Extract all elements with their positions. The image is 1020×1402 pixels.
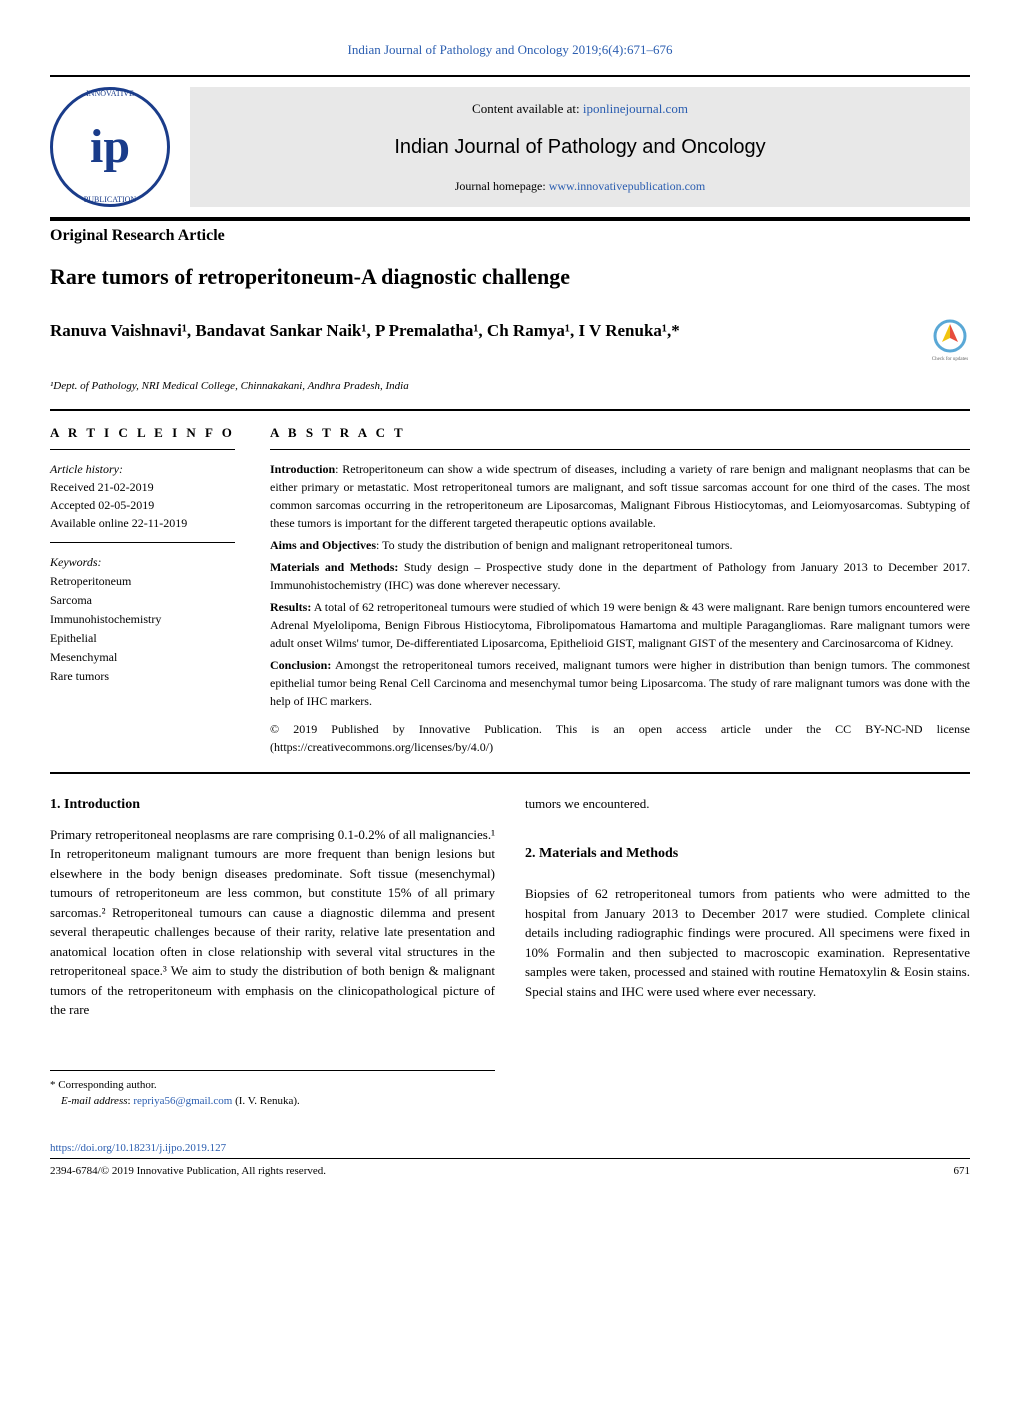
crossmark-badge[interactable]: Check for updates	[930, 318, 970, 368]
keyword: Immunohistochemistry	[50, 610, 235, 628]
journal-name: Indian Journal of Pathology and Oncology	[210, 132, 950, 162]
aims-text: : To study the distribution of benign an…	[376, 538, 733, 552]
abstract-heading: A B S T R A C T	[270, 423, 970, 450]
top-citation: Indian Journal of Pathology and Oncology…	[50, 40, 970, 60]
history-label: Article history:	[50, 460, 235, 478]
logo-letters: ip	[90, 111, 130, 183]
abstract-aims: Aims and Objectives: To study the distri…	[270, 536, 970, 554]
body-two-col: 1. Introduction Primary retroperitoneal …	[50, 794, 970, 1110]
article-title: Rare tumors of retroperitoneum-A diagnos…	[50, 260, 970, 293]
content-available-line: Content available at: iponlinejournal.co…	[210, 99, 950, 119]
abstract-intro: Introduction: Retroperitoneum can show a…	[270, 460, 970, 532]
doi-link[interactable]: https://doi.org/10.18231/j.ijpo.2019.127	[50, 1142, 226, 1154]
homepage-prefix: Journal homepage:	[455, 179, 549, 193]
footer-line: 2394-6784/© 2019 Innovative Publication,…	[50, 1163, 970, 1180]
corr-email-line: E-mail address: repriya56@gmail.com (I. …	[50, 1093, 495, 1110]
methods-label: Materials and Methods:	[270, 560, 398, 574]
keyword: Mesenchymal	[50, 648, 235, 666]
content-available-link[interactable]: iponlinejournal.com	[583, 101, 688, 116]
abstract-col: A B S T R A C T Introduction: Retroperit…	[250, 411, 970, 772]
page-number: 671	[954, 1163, 971, 1180]
publisher-logo: INNOVATIVE ip PUBLICATION	[50, 87, 170, 207]
rule-heavy	[50, 75, 970, 77]
email-label: E-mail address	[61, 1095, 128, 1107]
article-info-heading: A R T I C L E I N F O	[50, 423, 235, 450]
conclusion-text: Amongst the retroperitoneal tumors recei…	[270, 658, 970, 708]
article-history: Article history: Received 21-02-2019 Acc…	[50, 460, 235, 543]
crossmark-icon: Check for updates	[930, 318, 970, 368]
footer-rule	[50, 1158, 970, 1159]
section-2-heading: 2. Materials and Methods	[525, 843, 970, 864]
keyword: Rare tumors	[50, 667, 235, 685]
results-label: Results:	[270, 600, 311, 614]
content-available-prefix: Content available at:	[472, 101, 583, 116]
abstract-methods: Materials and Methods: Study design – Pr…	[270, 558, 970, 594]
logo-ring-text-top: INNOVATIVE	[86, 88, 134, 100]
authors-row: Ranuva Vaishnavi¹, Bandavat Sankar Naik¹…	[50, 318, 970, 368]
journal-homepage-line: Journal homepage: www.innovativepublicat…	[210, 177, 950, 195]
corr-suffix: (I. V. Renuka).	[232, 1095, 299, 1107]
abstract-conclusion: Conclusion: Amongst the retroperitoneal …	[270, 656, 970, 710]
intro-text: : Retroperitoneum can show a wide spectr…	[270, 462, 970, 530]
authors: Ranuva Vaishnavi¹, Bandavat Sankar Naik¹…	[50, 318, 680, 344]
license-text: © 2019 Published by Innovative Publicati…	[270, 720, 970, 756]
keywords-list: Retroperitoneum Sarcoma Immunohistochemi…	[50, 572, 235, 685]
svg-text:Check for updates: Check for updates	[932, 357, 968, 362]
affiliation: ¹Dept. of Pathology, NRI Medical College…	[50, 378, 970, 395]
results-text: A total of 62 retroperitoneal tumours we…	[270, 600, 970, 650]
section-1-para: Primary retroperitoneal neoplasms are ra…	[50, 825, 495, 1020]
body-col-left: 1. Introduction Primary retroperitoneal …	[50, 794, 495, 1110]
logo-ring-text-bottom: PUBLICATION	[84, 194, 136, 206]
accepted-date: Accepted 02-05-2019	[50, 496, 235, 514]
rule-heavy	[50, 217, 970, 221]
keyword: Retroperitoneum	[50, 572, 235, 590]
homepage-link[interactable]: www.innovativepublication.com	[549, 179, 706, 193]
keywords-label: Keywords:	[50, 553, 235, 571]
received-date: Received 21-02-2019	[50, 478, 235, 496]
body-col-right: tumors we encountered. 2. Materials and …	[525, 794, 970, 1110]
copyright-text: 2394-6784/© 2019 Innovative Publication,…	[50, 1163, 326, 1180]
info-abstract-container: A R T I C L E I N F O Article history: R…	[50, 409, 970, 774]
col2-continuation: tumors we encountered.	[525, 794, 970, 814]
keyword: Epithelial	[50, 629, 235, 647]
journal-header: INNOVATIVE ip PUBLICATION Content availa…	[50, 87, 970, 207]
section-2-para: Biopsies of 62 retroperitoneal tumors fr…	[525, 884, 970, 1001]
header-right-panel: Content available at: iponlinejournal.co…	[190, 87, 970, 207]
available-date: Available online 22-11-2019	[50, 514, 235, 532]
intro-label: Introduction	[270, 462, 335, 476]
keyword: Sarcoma	[50, 591, 235, 609]
corr-email-link[interactable]: repriya56@gmail.com	[133, 1095, 232, 1107]
article-type: Original Research Article	[50, 224, 970, 248]
conclusion-label: Conclusion:	[270, 658, 331, 672]
corr-label: * Corresponding author.	[50, 1077, 495, 1094]
abstract-results: Results: A total of 62 retroperitoneal t…	[270, 598, 970, 652]
page-footer: https://doi.org/10.18231/j.ijpo.2019.127…	[50, 1140, 970, 1180]
section-1-heading: 1. Introduction	[50, 794, 495, 815]
corresponding-author: * Corresponding author. E-mail address: …	[50, 1070, 495, 1110]
article-info-col: A R T I C L E I N F O Article history: R…	[50, 411, 250, 772]
aims-label: Aims and Objectives	[270, 538, 376, 552]
